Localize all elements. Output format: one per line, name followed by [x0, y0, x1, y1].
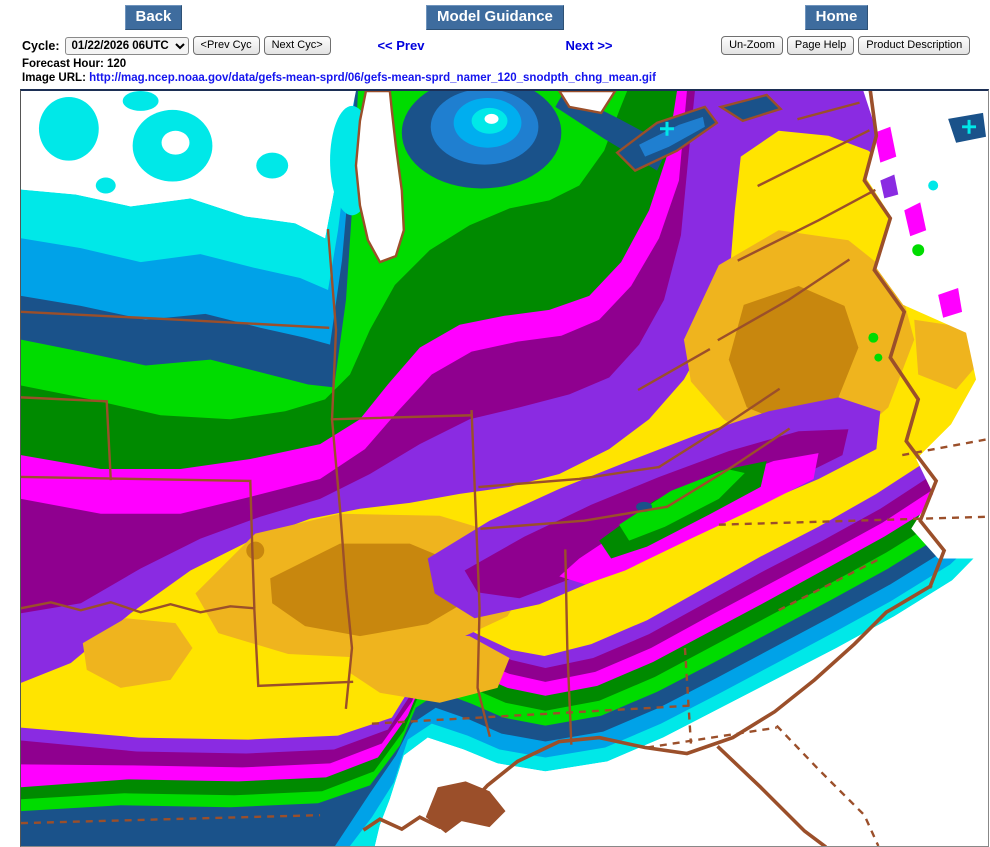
gold-core-south [349, 633, 510, 703]
gold-core-west [82, 618, 193, 688]
forecast-map[interactable] [21, 91, 988, 846]
northeast-coastal-patches [868, 112, 987, 362]
prev-link[interactable]: << Prev [377, 38, 425, 53]
clear-area-atlantic [863, 91, 988, 559]
control-row: Cycle: 01/22/2026 06UTC <Prev Cyc Next C… [0, 36, 990, 55]
forecast-hour-text: Forecast Hour: 120 [22, 58, 127, 70]
dark-gold-dot [246, 541, 265, 560]
lake-michigan [354, 91, 406, 264]
clear-area-southeast [374, 546, 988, 846]
cycle-select[interactable]: 01/22/2026 06UTC [64, 36, 189, 55]
state-borders [21, 101, 876, 745]
unzoom-button[interactable]: Un-Zoom [721, 36, 783, 55]
pocket-green [619, 468, 745, 541]
lake-erie [615, 105, 719, 173]
dark-gold-central [270, 543, 472, 637]
image-url-line: Image URL: http://mag.ncep.noaa.gov/data… [0, 72, 990, 84]
home-button[interactable]: Home [804, 5, 869, 30]
image-url-link[interactable]: http://mag.ncep.noaa.gov/data/gefs-mean-… [89, 72, 656, 84]
next-cycle-button[interactable]: Next Cyc> [263, 36, 331, 55]
dashed-borders [21, 437, 988, 846]
dark-gold-northeast [728, 285, 859, 426]
lake-huron [557, 91, 617, 115]
forecast-map-container [20, 89, 989, 847]
image-url-label: Image URL: [22, 72, 86, 84]
cycle-label: Cycle: [22, 38, 60, 53]
model-guidance-button[interactable]: Model Guidance [426, 5, 564, 30]
gold-core-east-edge [914, 319, 981, 390]
prev-cycle-button[interactable]: <Prev Cyc [192, 36, 260, 55]
coastlines [362, 91, 947, 846]
lake-ontario [717, 93, 783, 123]
next-link[interactable]: Next >> [565, 38, 613, 53]
product-description-button[interactable]: Product Description [858, 36, 971, 55]
page-help-button[interactable]: Page Help [786, 36, 855, 55]
top-navigation: Back Model Guidance Home [0, 0, 990, 30]
back-button[interactable]: Back [124, 5, 183, 30]
